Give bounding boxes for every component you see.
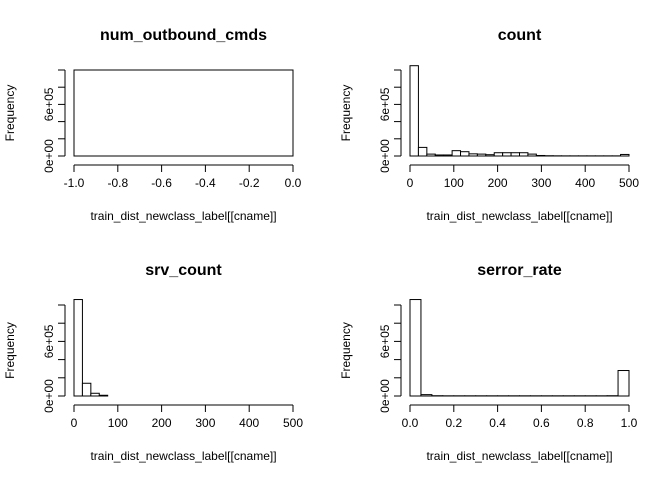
histogram-bar xyxy=(90,392,100,397)
histogram-bar xyxy=(620,153,630,157)
histogram-bar xyxy=(510,152,521,157)
histogram-bar xyxy=(81,382,92,397)
histogram-bar xyxy=(443,154,453,157)
x-tick-label: -0.8 xyxy=(107,176,128,190)
x-tick-label: 0.6 xyxy=(533,416,550,430)
x-tick-label: 0 xyxy=(407,176,414,190)
histogram-bar xyxy=(617,370,630,397)
histogram-panel: num_outbound_cmds -1.0 -0.8 -0.6 -0.4 -0.2 0.0… xyxy=(3,27,302,223)
y-tick-label: 6e+05 xyxy=(378,87,392,121)
histogram-bar xyxy=(460,151,470,157)
panel-title: serror_rate xyxy=(477,262,562,279)
x-tick-label: 400 xyxy=(575,176,595,190)
x-axis-label: train_dist_newclass_label[[cname]] xyxy=(426,449,612,463)
histogram-bar xyxy=(426,153,436,157)
x-tick-label: -0.4 xyxy=(195,176,216,190)
histogram-bar xyxy=(98,394,109,397)
histogram-bar xyxy=(502,152,512,157)
x-tick-label: 0.0 xyxy=(285,176,302,190)
x-tick-label: -1.0 xyxy=(64,176,85,190)
x-tick-label: 0 xyxy=(71,416,78,430)
x-tick-label: 1.0 xyxy=(621,416,638,430)
histogram-bar xyxy=(493,152,504,157)
histogram-bar xyxy=(527,153,537,157)
x-tick-label: 0.0 xyxy=(402,416,419,430)
x-axis-label: train_dist_newclass_label[[cname]] xyxy=(426,209,612,223)
x-tick-label: 100 xyxy=(108,416,128,430)
y-axis-label: Frequency xyxy=(339,322,353,379)
histogram-bar xyxy=(519,152,529,157)
x-axis-label: train_dist_newclass_label[[cname]] xyxy=(90,209,276,223)
histogram-bar xyxy=(485,154,495,157)
histogram-panel: srv_count 0 100 200 300 400 500 0e+00 6e+05 train… xyxy=(3,262,303,463)
histogram-bar xyxy=(417,146,428,157)
y-tick-label: 6e+05 xyxy=(42,87,56,121)
histogram-panel: count 0 100 200 300 400 500 0e+00 6e+05 train_dis… xyxy=(339,27,639,223)
y-tick-label: 6e+05 xyxy=(42,324,56,358)
histogram-bar xyxy=(468,153,478,157)
x-tick-label: 0.4 xyxy=(489,416,506,430)
histogram-bar xyxy=(409,65,419,157)
x-tick-label: 300 xyxy=(195,416,215,430)
panel-title: srv_count xyxy=(145,262,222,279)
histogram-panel: serror_rate 0.0 0.2 0.4 0.6 0.8 1.0 0e+00 6e+05 t… xyxy=(339,262,638,463)
y-tick-label: 0e+00 xyxy=(378,379,392,413)
histogram-bar xyxy=(73,299,83,397)
histogram-bar xyxy=(420,394,433,397)
empty-plot-box xyxy=(73,69,294,157)
x-tick-label: 0.8 xyxy=(577,416,594,430)
x-tick-label: 300 xyxy=(531,176,551,190)
histogram-bar xyxy=(476,153,487,157)
x-tick-label: 500 xyxy=(619,176,639,190)
y-axis-label: Frequency xyxy=(339,85,353,142)
histogram-bar xyxy=(451,150,462,157)
panel-title: num_outbound_cmds xyxy=(100,27,267,44)
x-axis-label: train_dist_newclass_label[[cname]] xyxy=(90,449,276,463)
y-axis-label: Frequency xyxy=(3,85,17,142)
y-tick-label: 0e+00 xyxy=(378,139,392,173)
histogram-bar xyxy=(434,154,445,157)
panel-title: count xyxy=(498,27,542,44)
x-tick-label: 400 xyxy=(239,416,259,430)
x-tick-label: 100 xyxy=(444,176,464,190)
y-tick-label: 6e+05 xyxy=(378,324,392,358)
y-tick-label: 0e+00 xyxy=(42,139,56,173)
histogram-bar xyxy=(535,154,546,157)
y-tick-label: 0e+00 xyxy=(42,379,56,413)
x-tick-label: -0.2 xyxy=(239,176,260,190)
histogram-bar xyxy=(409,299,422,397)
x-tick-label: 200 xyxy=(488,176,508,190)
x-tick-label: -0.6 xyxy=(151,176,172,190)
x-tick-label: 500 xyxy=(283,416,303,430)
x-tick-label: 200 xyxy=(152,416,172,430)
y-axis-label: Frequency xyxy=(3,322,17,379)
x-tick-label: 0.2 xyxy=(445,416,462,430)
